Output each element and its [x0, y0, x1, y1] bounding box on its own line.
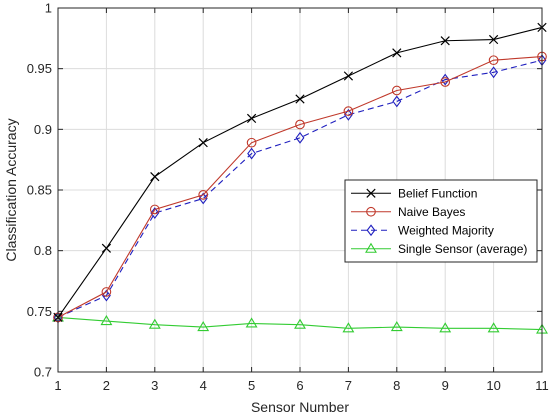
- data-point-belief-function: [440, 36, 450, 46]
- legend-label: Single Sensor (average): [398, 242, 527, 256]
- data-point-naive-bayes: [246, 137, 257, 148]
- legend-marker: [366, 206, 376, 217]
- legend: Belief Function Naive Bayes Weighted Major…: [344, 179, 538, 263]
- data-point-weighted-majority: [489, 66, 499, 79]
- x-tick-label: 2: [103, 378, 110, 393]
- x-tick-label: 7: [345, 378, 352, 393]
- x-axis-label: Sensor Number: [251, 399, 349, 415]
- x-tick-label: 1: [54, 378, 61, 393]
- data-point-naive-bayes: [101, 287, 112, 297]
- data-point-belief-function: [295, 94, 305, 104]
- y-axis-label: Classification Accuracy: [3, 118, 19, 261]
- series-naive-bayes: [53, 51, 547, 323]
- data-point-belief-function: [246, 113, 257, 124]
- data-point-belief-function: [343, 71, 354, 81]
- legend-marker: [365, 242, 377, 253]
- legend-label: Belief Function: [398, 186, 477, 200]
- legend-marker: [366, 188, 376, 198]
- data-point-belief-function: [150, 172, 160, 182]
- x-tick-label: 10: [486, 378, 500, 393]
- data-point-naive-bayes: [440, 77, 451, 87]
- x-tick-label: 4: [200, 378, 207, 393]
- data-point-single-sensor-average: [487, 322, 500, 333]
- legend-marker: [366, 224, 376, 237]
- legend-item-weighted-majority: Weighted Majority: [351, 223, 494, 237]
- y-tick-label: 0.9: [34, 122, 52, 137]
- x-tick-label: 9: [442, 378, 449, 393]
- x-tick-label: 3: [151, 378, 158, 393]
- data-point-single-sensor-average: [100, 314, 113, 326]
- data-point-naive-bayes: [295, 119, 305, 130]
- data-point-weighted-majority: [343, 108, 353, 121]
- data-point-single-sensor-average: [439, 322, 452, 333]
- legend-label: Naive Bayes: [398, 205, 465, 219]
- data-point-weighted-majority: [295, 131, 305, 144]
- series-line-single-sensor-average: [57, 316, 543, 331]
- y-tick-label: 1: [45, 1, 52, 16]
- x-tick-label: 11: [535, 378, 549, 393]
- data-point-weighted-majority: [150, 207, 160, 219]
- data-point-naive-bayes: [391, 85, 402, 96]
- legend-item-single-sensor-average: Single Sensor (average): [351, 242, 527, 256]
- data-point-naive-bayes: [149, 204, 160, 215]
- data-point-single-sensor-average: [390, 321, 403, 332]
- y-tick-label: 0.7: [34, 365, 52, 380]
- y-tick-label: 0.75: [27, 304, 52, 319]
- data-point-belief-function: [198, 138, 208, 148]
- legend-item-belief-function: Belief Function: [351, 186, 477, 200]
- legend-label: Weighted Majority: [398, 223, 494, 237]
- data-point-belief-function: [392, 48, 402, 58]
- data-point-naive-bayes: [488, 55, 499, 66]
- data-point-weighted-majority: [198, 192, 208, 205]
- series-line-naive-bayes: [57, 55, 543, 318]
- x-tick-label: 5: [248, 378, 255, 393]
- data-point-single-sensor-average: [294, 318, 306, 329]
- data-point-weighted-majority: [101, 289, 111, 302]
- data-point-single-sensor-average: [342, 322, 355, 333]
- y-tick-label: 0.85: [27, 183, 52, 198]
- legend-item-naive-bayes: Naive Bayes: [351, 205, 465, 219]
- y-tick-label: 0.8: [34, 243, 52, 258]
- data-point-naive-bayes: [343, 106, 354, 116]
- data-point-single-sensor-average: [197, 321, 210, 332]
- y-tick-label: 0.95: [27, 61, 52, 76]
- x-tick-label: 8: [393, 378, 400, 393]
- plot-border: [57, 7, 543, 373]
- data-point-naive-bayes: [198, 190, 209, 200]
- x-tick-label: 6: [296, 378, 303, 393]
- data-point-weighted-majority: [392, 95, 402, 108]
- data-point-belief-function: [488, 34, 499, 45]
- data-point-weighted-majority: [247, 147, 257, 160]
- data-point-single-sensor-average: [245, 317, 258, 328]
- data-point-single-sensor-average: [148, 318, 161, 329]
- data-point-belief-function: [101, 243, 112, 253]
